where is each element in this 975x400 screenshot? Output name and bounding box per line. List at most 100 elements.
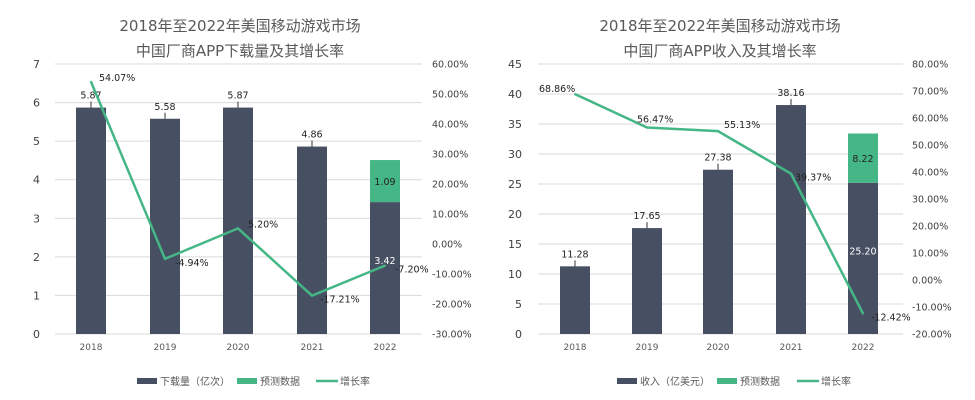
y2-tick-label: 0.00% (432, 240, 462, 251)
legend-swatch-bar (137, 378, 157, 384)
x-tick-label: 2021 (301, 343, 324, 353)
x-tick-label: 2021 (780, 343, 803, 353)
y-tick-label: 10 (508, 268, 522, 281)
bar (703, 169, 733, 334)
bar (223, 107, 253, 334)
bar (76, 107, 106, 334)
growth-rate-label: 55.13% (724, 120, 760, 131)
y2-tick-label: 40.00% (912, 168, 948, 179)
growth-rate-point (717, 130, 719, 133)
y-tick-label: 30 (508, 148, 522, 161)
y-tick-label: 3 (33, 212, 40, 225)
legend-label: 增长率 (340, 375, 370, 388)
x-tick-label: 2020 (707, 343, 730, 353)
y2-tick-label: 60.00% (912, 114, 948, 125)
chart-title: 中国厂商APP收入及其增长率 (623, 42, 816, 60)
bar-value-label: 5.58 (154, 102, 175, 113)
y2-tick-label: -10.00% (432, 270, 472, 281)
y-tick-label: 7 (33, 58, 40, 71)
y2-tick-label: -20.00% (912, 330, 952, 341)
x-tick-label: 2018 (80, 343, 103, 353)
growth-rate-label: 39.37% (795, 173, 831, 184)
growth-rate-label: 54.07% (99, 73, 135, 84)
legend-label: 预测数据 (740, 375, 780, 388)
bar (370, 202, 400, 334)
forecast-label: 1.09 (374, 177, 395, 188)
bar-value-label: 5.87 (80, 91, 101, 102)
bar (632, 228, 662, 334)
forecast-bar (370, 160, 400, 203)
growth-rate-label: -17.21% (320, 295, 360, 306)
y-tick-label: 35 (508, 118, 522, 131)
bar (560, 266, 590, 334)
growth-rate-point (574, 93, 576, 96)
y2-tick-label: 10.00% (432, 210, 468, 221)
y2-tick-label: 20.00% (432, 180, 468, 191)
legend-label: 预测数据 (260, 375, 300, 388)
growth-rate-label: 68.86% (539, 84, 575, 95)
bar-value-label: 38.16 (777, 88, 804, 99)
y-tick-label: 5 (33, 135, 40, 148)
y-tick-label: 25 (508, 178, 522, 191)
bar-value-label: 17.65 (633, 211, 660, 222)
growth-rate-point (646, 126, 648, 129)
forecast-bar (848, 133, 878, 183)
bar (297, 146, 327, 334)
y-tick-label: 20 (508, 208, 522, 221)
x-tick-label: 2022 (852, 343, 875, 353)
y2-tick-label: -10.00% (912, 303, 952, 314)
y2-tick-label: 80.00% (912, 60, 948, 71)
x-tick-label: 2020 (227, 343, 250, 353)
bar-value-label: 5.87 (227, 91, 248, 102)
y-tick-label: 2 (33, 251, 40, 264)
y-tick-label: 0 (33, 328, 40, 341)
bar (776, 105, 806, 334)
y-tick-label: 45 (508, 58, 522, 71)
bar-value-label: 3.42 (374, 256, 395, 267)
x-tick-label: 2018 (564, 343, 587, 353)
y-tick-label: 40 (508, 88, 522, 101)
growth-rate-label: -4.94% (175, 258, 209, 269)
y-tick-label: 6 (33, 97, 40, 110)
y2-tick-label: 20.00% (912, 222, 948, 233)
y-tick-label: 15 (508, 238, 522, 251)
legend-swatch-bar (617, 378, 637, 384)
y2-tick-label: -20.00% (432, 300, 472, 311)
legend-label: 增长率 (821, 375, 851, 388)
x-tick-label: 2019 (636, 343, 659, 353)
forecast-label: 8.22 (852, 154, 873, 165)
x-tick-label: 2022 (374, 343, 397, 353)
bar-value-label: 4.86 (301, 130, 322, 141)
x-tick-label: 2019 (154, 343, 177, 353)
legend-label: 下载量（亿次） (160, 375, 230, 388)
growth-rate-point (237, 227, 239, 230)
growth-rate-label: -7.20% (395, 265, 429, 276)
growth-rate-label: -12.42% (871, 313, 911, 324)
y2-tick-label: 50.00% (432, 90, 468, 101)
growth-rate-point (164, 257, 166, 260)
y-tick-label: 1 (33, 289, 40, 302)
growth-rate-point (90, 80, 92, 83)
y2-tick-label: 0.00% (912, 276, 942, 287)
legend-swatch-forecast (237, 378, 257, 384)
bar (848, 182, 878, 334)
y2-tick-label: 60.00% (432, 60, 468, 71)
growth-rate-point (311, 294, 313, 297)
chart-title: 2018年至2022年美国移动游戏市场 (599, 17, 840, 35)
y-tick-label: 0 (515, 328, 522, 341)
y2-tick-label: 10.00% (912, 249, 948, 260)
y-tick-label: 5 (515, 298, 522, 311)
bar-value-label: 27.38 (704, 153, 731, 164)
y2-tick-label: 70.00% (912, 87, 948, 98)
y-tick-label: 4 (33, 174, 40, 187)
y2-tick-label: 30.00% (432, 150, 468, 161)
legend-label: 收入（亿美元） (640, 375, 710, 388)
legend-swatch-forecast (717, 378, 737, 384)
y2-tick-label: 40.00% (432, 120, 468, 131)
bar-value-label: 25.20 (849, 246, 876, 257)
growth-rate-point (790, 172, 792, 175)
bar-value-label: 11.28 (561, 249, 588, 260)
growth-rate-label: 56.47% (637, 115, 673, 126)
